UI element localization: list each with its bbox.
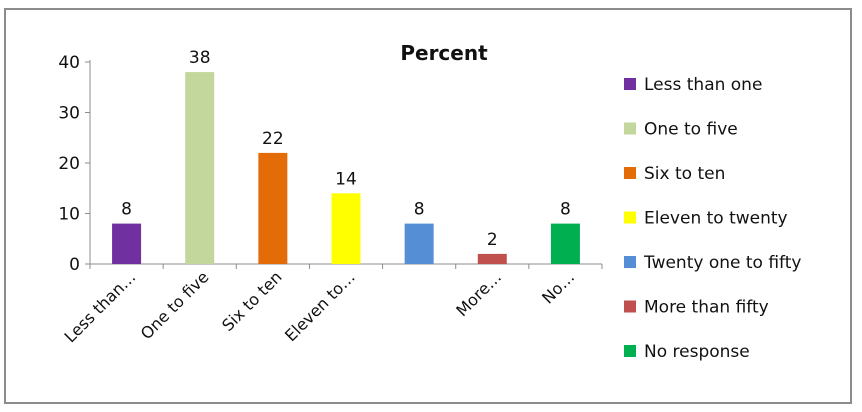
- x-tick-label: Less than…: [60, 267, 139, 346]
- y-tick-label: 20: [58, 154, 80, 174]
- legend-label: Six to ten: [644, 164, 725, 184]
- y-tick-label: 0: [69, 255, 80, 275]
- data-label: 38: [189, 48, 211, 68]
- axes: 0 10 20 30 40 Less than…One to five Six to ten…: [58, 53, 603, 346]
- y-tick-label: 30: [58, 104, 80, 124]
- legend: Less than one One to five Six to ten Eleven…: [624, 75, 801, 362]
- legend-label: One to five: [644, 120, 738, 140]
- legend-swatch: [624, 167, 636, 179]
- legend-swatch: [624, 256, 636, 268]
- bar-3: [258, 152, 288, 264]
- chart-frame: Percent 0 10 20 30 40 Less than… One to five Si…: [4, 8, 852, 404]
- legend-swatch: [624, 300, 636, 313]
- y-tick-label: 10: [58, 205, 80, 225]
- legend-swatch: [624, 345, 636, 357]
- legend-label: No response: [644, 342, 750, 362]
- legend-label: Twenty one to fifty: [643, 253, 801, 273]
- data-label: 22: [262, 129, 284, 149]
- bars: 8 38 22 14 8 2 8: [112, 48, 580, 264]
- x-tick-label: No…: [538, 267, 578, 307]
- data-label: 8: [414, 200, 425, 220]
- bar-5: [404, 223, 434, 264]
- legend-swatch: [624, 78, 636, 90]
- x-tick-label: More…: [452, 267, 505, 320]
- data-label: 8: [121, 200, 132, 220]
- bar-7: [550, 223, 580, 264]
- data-label: 8: [560, 200, 571, 220]
- legend-label: More than fifty: [644, 298, 769, 318]
- legend-label: Eleven to twenty: [644, 209, 788, 229]
- y-tick-label: 40: [58, 53, 80, 73]
- bar-4: [331, 193, 361, 264]
- legend-swatch: [624, 122, 636, 135]
- x-tick-label: Six to ten: [218, 267, 286, 335]
- data-label: 14: [335, 169, 357, 189]
- bar-2: [185, 72, 215, 264]
- bar-1: [112, 223, 142, 264]
- data-label: 2: [487, 230, 498, 250]
- legend-label: Less than one: [644, 75, 762, 95]
- bar-6: [477, 253, 507, 264]
- chart-title: Percent: [400, 41, 488, 65]
- legend-swatch: [624, 211, 636, 224]
- x-tick-label: Eleven to…: [281, 267, 359, 345]
- x-tick-label: One to five: [137, 267, 213, 343]
